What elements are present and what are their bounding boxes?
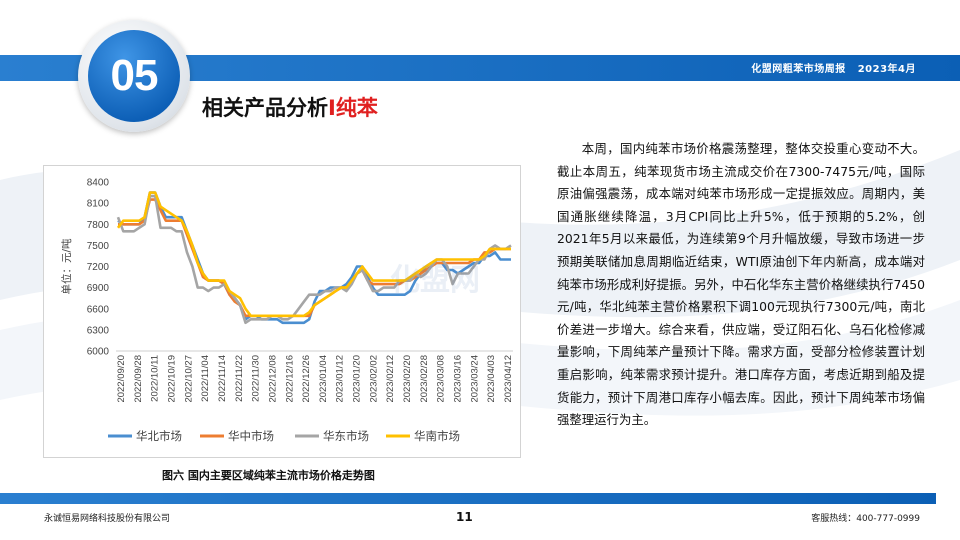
y-tick-label: 7800 [87,220,110,231]
y-tick-label: 6000 [87,347,110,358]
y-tick-label: 6900 [87,283,110,294]
y-tick-label: 7200 [87,262,110,273]
footer-hotline: 客服热线：400-777-0999 [811,514,920,524]
x-tick-label: 2023/02/12 [385,355,396,403]
y-tick-label: 6300 [87,325,110,336]
x-tick-label: 2023/02/20 [402,355,413,403]
legend-label-3: 华东市场 [323,429,369,443]
x-tick-label: 2022/10/11 [150,355,161,402]
chart-frame [43,165,521,458]
footer-company: 永诚恒易网络科技股份有限公司 [44,514,171,524]
report-header-text: 化盟网粗苯市场周报 2023年4月 [751,60,916,75]
analysis-text: 本周，国内纯苯市场价格震荡整理，整体交投重心变动不大。截止本周五，纯苯现货市场主… [557,138,925,432]
page-number: 11 [456,510,473,524]
section-number: 05 [110,51,159,100]
y-tick-label: 6600 [87,304,110,315]
watermark-text: 化盟网 [390,264,480,297]
x-tick-label: 2023/01/04 [318,355,329,403]
legend-label-1: 华北市场 [136,429,182,443]
legend-label-4: 华南市场 [414,429,460,443]
x-tick-label: 2023/02/28 [419,355,430,403]
report-title: 化盟网粗苯市场周报 [751,64,846,75]
x-tick-label: 2022/11/14 [217,355,228,402]
page-title: 相关产品分析I纯苯 [202,92,378,122]
x-tick-label: 2022/11/22 [234,355,245,402]
x-tick-label: 2022/10/27 [183,355,194,403]
section-badge [88,30,180,122]
page-title-accent: 纯苯 [335,96,378,120]
x-tick-label: 2023/02/02 [368,355,379,403]
series-line-4 [116,191,511,318]
x-tick-label: 2023/03/08 [436,355,447,403]
x-tick-label: 2023/01/20 [352,355,363,403]
x-tick-label: 2022/12/08 [267,355,278,403]
x-tick-label: 2022/10/19 [166,355,177,403]
y-tick-label: 8400 [87,178,110,189]
x-tick-label: 2022/12/16 [284,355,295,403]
chart-caption: 图六 国内主要区域纯苯主流市场价格走势图 [162,469,375,482]
y-tick-label: 7500 [87,241,110,252]
x-tick-label: 2023/03/24 [469,355,480,403]
footer-bar [0,493,936,504]
x-tick-label: 2022/12/26 [301,355,312,403]
x-tick-label: 2023/04/03 [486,355,497,403]
x-tick-label: 2023/01/12 [335,355,346,403]
series-line-3 [116,194,512,325]
analysis-paragraph: 本周，国内纯苯市场价格震荡整理，整体交投重心变动不大。截止本周五，纯苯现货市场主… [557,141,925,428]
report-date: 2023年4月 [857,64,916,75]
y-tick-label: 8100 [87,199,110,210]
page-title-main: 相关产品分析 [202,96,328,120]
x-tick-label: 2023/04/12 [503,355,514,403]
page-title-separator: I [328,96,336,120]
x-tick-label: 2022/09/28 [133,355,144,403]
y-axis-label: 单位：元/吨 [60,238,73,295]
legend-label-2: 华中市场 [228,429,274,443]
x-tick-label: 2023/03/16 [453,355,464,403]
x-tick-label: 2022/11/30 [251,355,262,402]
price-trend-chart: 6000 6300 6600 6900 7200 7500 7800 8100 8400 单位：元… [60,178,514,444]
x-tick-label: 2022/09/20 [116,355,127,403]
x-tick-label: 2022/11/04 [200,355,211,402]
